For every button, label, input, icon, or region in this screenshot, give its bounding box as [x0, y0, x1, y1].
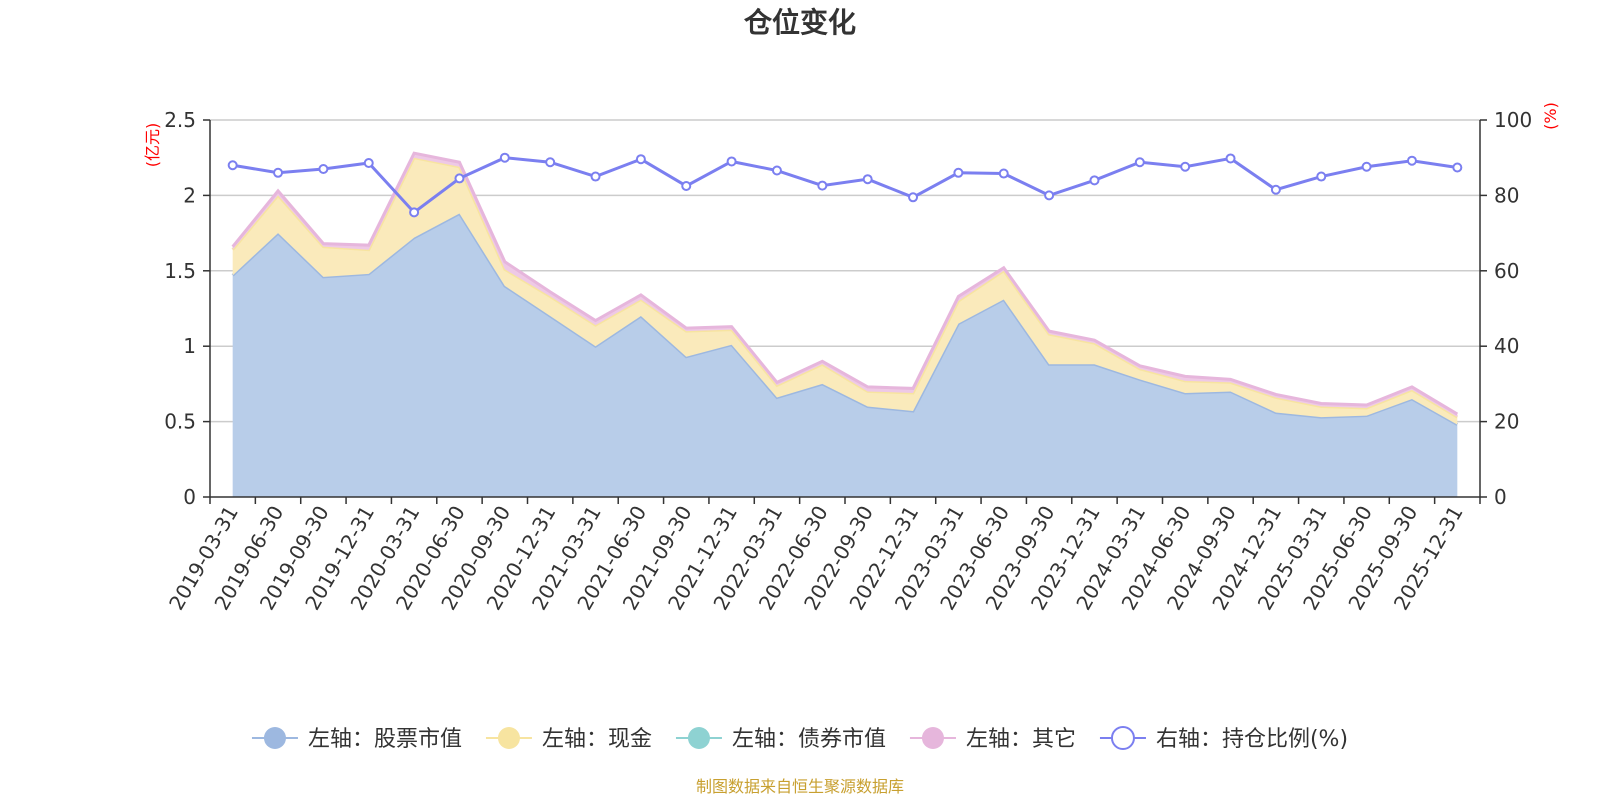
legend-label-2: 左轴：债券市值	[732, 727, 886, 752]
ratio-point-3	[363, 157, 374, 168]
legend-label-3: 左轴：其它	[966, 727, 1076, 752]
ratio-line-path	[232, 156, 1458, 215]
ratio-point-17	[998, 168, 1009, 179]
right-tick-label-0: 0	[1494, 485, 1507, 509]
ratio-point-1	[273, 167, 284, 178]
left-axis-unit: (亿元)	[143, 123, 162, 168]
ratio-point-19	[1089, 175, 1100, 186]
legend-item-1[interactable]: 左轴：现金	[485, 727, 652, 752]
ratio-point-27	[1452, 162, 1463, 173]
left-tick-label-0: 0	[183, 485, 196, 509]
right-tick-label-5: 100	[1494, 108, 1532, 132]
legend-label-4: 右轴：持仓比例(%)	[1156, 727, 1348, 752]
ratio-point-26	[1406, 155, 1417, 166]
ratio-point-25	[1361, 161, 1372, 172]
ratio-point-5	[454, 173, 465, 184]
ratio-point-20	[1134, 157, 1145, 168]
left-tick-label-5: 2.5	[164, 108, 196, 132]
legend-marker-0	[263, 727, 286, 749]
data-source-footer: 制图数据来自恒生聚源数据库	[696, 777, 904, 796]
legend-label-1: 左轴：现金	[542, 727, 652, 752]
right-axis-unit: (%)	[1541, 102, 1560, 130]
legend-label-0: 左轴：股票市值	[308, 727, 462, 752]
ratio-point-21	[1180, 161, 1191, 172]
ratio-point-9	[635, 154, 646, 165]
left-tick-label-1: 0.5	[164, 410, 196, 434]
legend-item-2[interactable]: 左轴：债券市值	[675, 727, 886, 752]
right-tick-label-3: 60	[1494, 259, 1519, 283]
ratio-point-11	[726, 156, 737, 167]
ratio-point-10	[681, 180, 692, 191]
ratio-point-7	[545, 157, 556, 168]
ratio-point-4	[409, 207, 420, 218]
ratio-point-16	[953, 167, 964, 178]
ratio-point-0	[227, 160, 238, 171]
legend-item-0[interactable]: 左轴：股票市值	[251, 727, 462, 752]
left-tick-label-4: 2	[183, 183, 196, 207]
area-fill-0	[232, 213, 1458, 497]
left-tick-label-3: 1.5	[164, 259, 196, 283]
legend-item-3[interactable]: 左轴：其它	[909, 727, 1076, 752]
right-tick-label-4: 80	[1494, 183, 1519, 207]
ratio-point-8	[590, 171, 601, 182]
ratio-point-6	[499, 152, 510, 163]
right-tick-label-1: 20	[1494, 410, 1519, 434]
legend-marker-2	[687, 727, 710, 749]
left-tick-label-2: 1	[183, 334, 196, 358]
ratio-point-24	[1316, 171, 1327, 182]
legend-marker-1	[497, 727, 520, 749]
right-tick-label-2: 40	[1494, 334, 1519, 358]
chart-title: 仓位变化	[744, 6, 856, 39]
ratio-point-14	[862, 174, 873, 185]
ratio-point-15	[908, 192, 919, 203]
ratio-point-12	[771, 165, 782, 176]
legend-marker-4	[1110, 726, 1135, 750]
ratio-point-13	[817, 180, 828, 191]
ratio-point-18	[1044, 190, 1055, 201]
legend[interactable]: 左轴：股票市值 左轴：现金 左轴：债券市值 左轴：其它 右轴：持仓比例(%)	[251, 726, 1348, 752]
ratio-point-2	[318, 164, 329, 175]
area-edge-3	[231, 151, 1459, 416]
ratio-line	[227, 152, 1463, 218]
area-series	[231, 151, 1459, 497]
ratio-point-23	[1270, 184, 1281, 195]
legend-item-4[interactable]: 右轴：持仓比例(%)	[1099, 726, 1348, 752]
legend-marker-3	[921, 727, 944, 749]
ratio-point-22	[1225, 153, 1236, 164]
